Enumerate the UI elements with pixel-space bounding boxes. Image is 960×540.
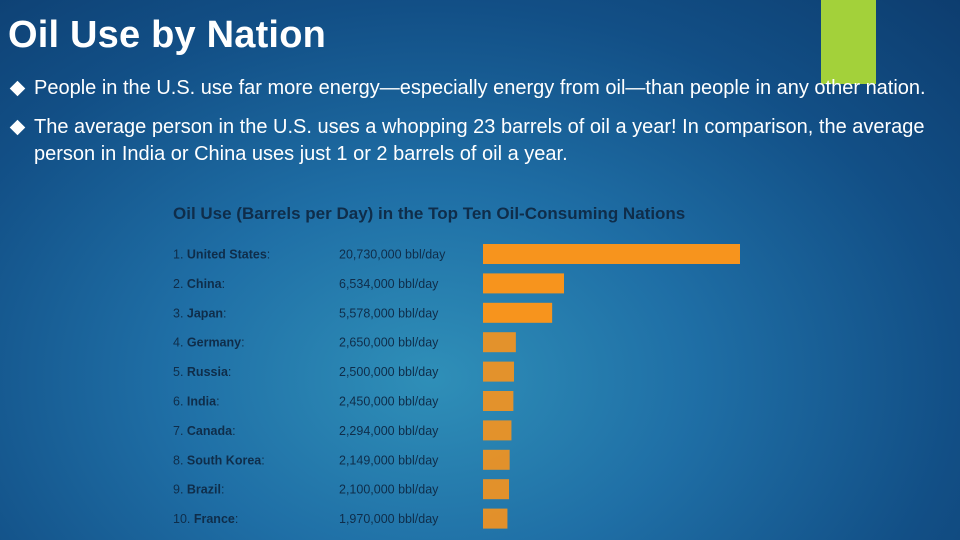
bullet-text: The average person in the U.S. uses a wh… [34, 116, 925, 165]
value-label: 6,534,000 bbl/day [339, 277, 439, 291]
category-label: 1. United States: [173, 248, 270, 262]
value-label: 2,100,000 bbl/day [339, 483, 439, 497]
value-label: 2,149,000 bbl/day [339, 453, 439, 467]
bullet-item: The average person in the U.S. uses a wh… [9, 114, 955, 168]
bar [483, 479, 510, 500]
value-label: 20,730,000 bbl/day [339, 248, 446, 262]
bullet-text: People in the U.S. use far more energy—e… [34, 77, 926, 99]
category-label: 2. China: [173, 277, 225, 291]
chart-title: Oil Use (Barrels per Day) in the Top Ten… [173, 204, 686, 223]
bar [483, 332, 516, 353]
bar [483, 420, 512, 441]
bar [483, 302, 553, 323]
bar [483, 391, 514, 411]
category-label: 6. India: [173, 395, 220, 409]
category-label: 8. South Korea: [173, 453, 265, 467]
bar [483, 449, 510, 470]
category-label: 5. Russia: [173, 365, 231, 379]
value-label: 2,294,000 bbl/day [339, 424, 439, 438]
category-label: 3. Japan: [173, 306, 227, 320]
category-label: 10. France: [173, 512, 238, 526]
accent-bar [821, 0, 876, 84]
value-label: 5,578,000 bbl/day [339, 306, 439, 320]
slide-title: Oil Use by Nation [8, 14, 327, 56]
category-label: 7. Canada: [173, 424, 236, 438]
bar [483, 273, 565, 294]
value-label: 1,970,000 bbl/day [339, 512, 439, 526]
value-label: 2,500,000 bbl/day [339, 365, 439, 379]
value-label: 2,450,000 bbl/day [339, 395, 439, 409]
bullet-list: People in the U.S. use far more energy—e… [9, 75, 955, 180]
category-label: 4. Germany: [173, 336, 245, 350]
bullet-item: People in the U.S. use far more energy—e… [9, 75, 955, 102]
bar [483, 361, 514, 382]
bar [483, 508, 508, 529]
category-label: 9. Brazil: [173, 483, 224, 497]
value-label: 2,650,000 bbl/day [339, 336, 439, 350]
bar [483, 244, 740, 264]
